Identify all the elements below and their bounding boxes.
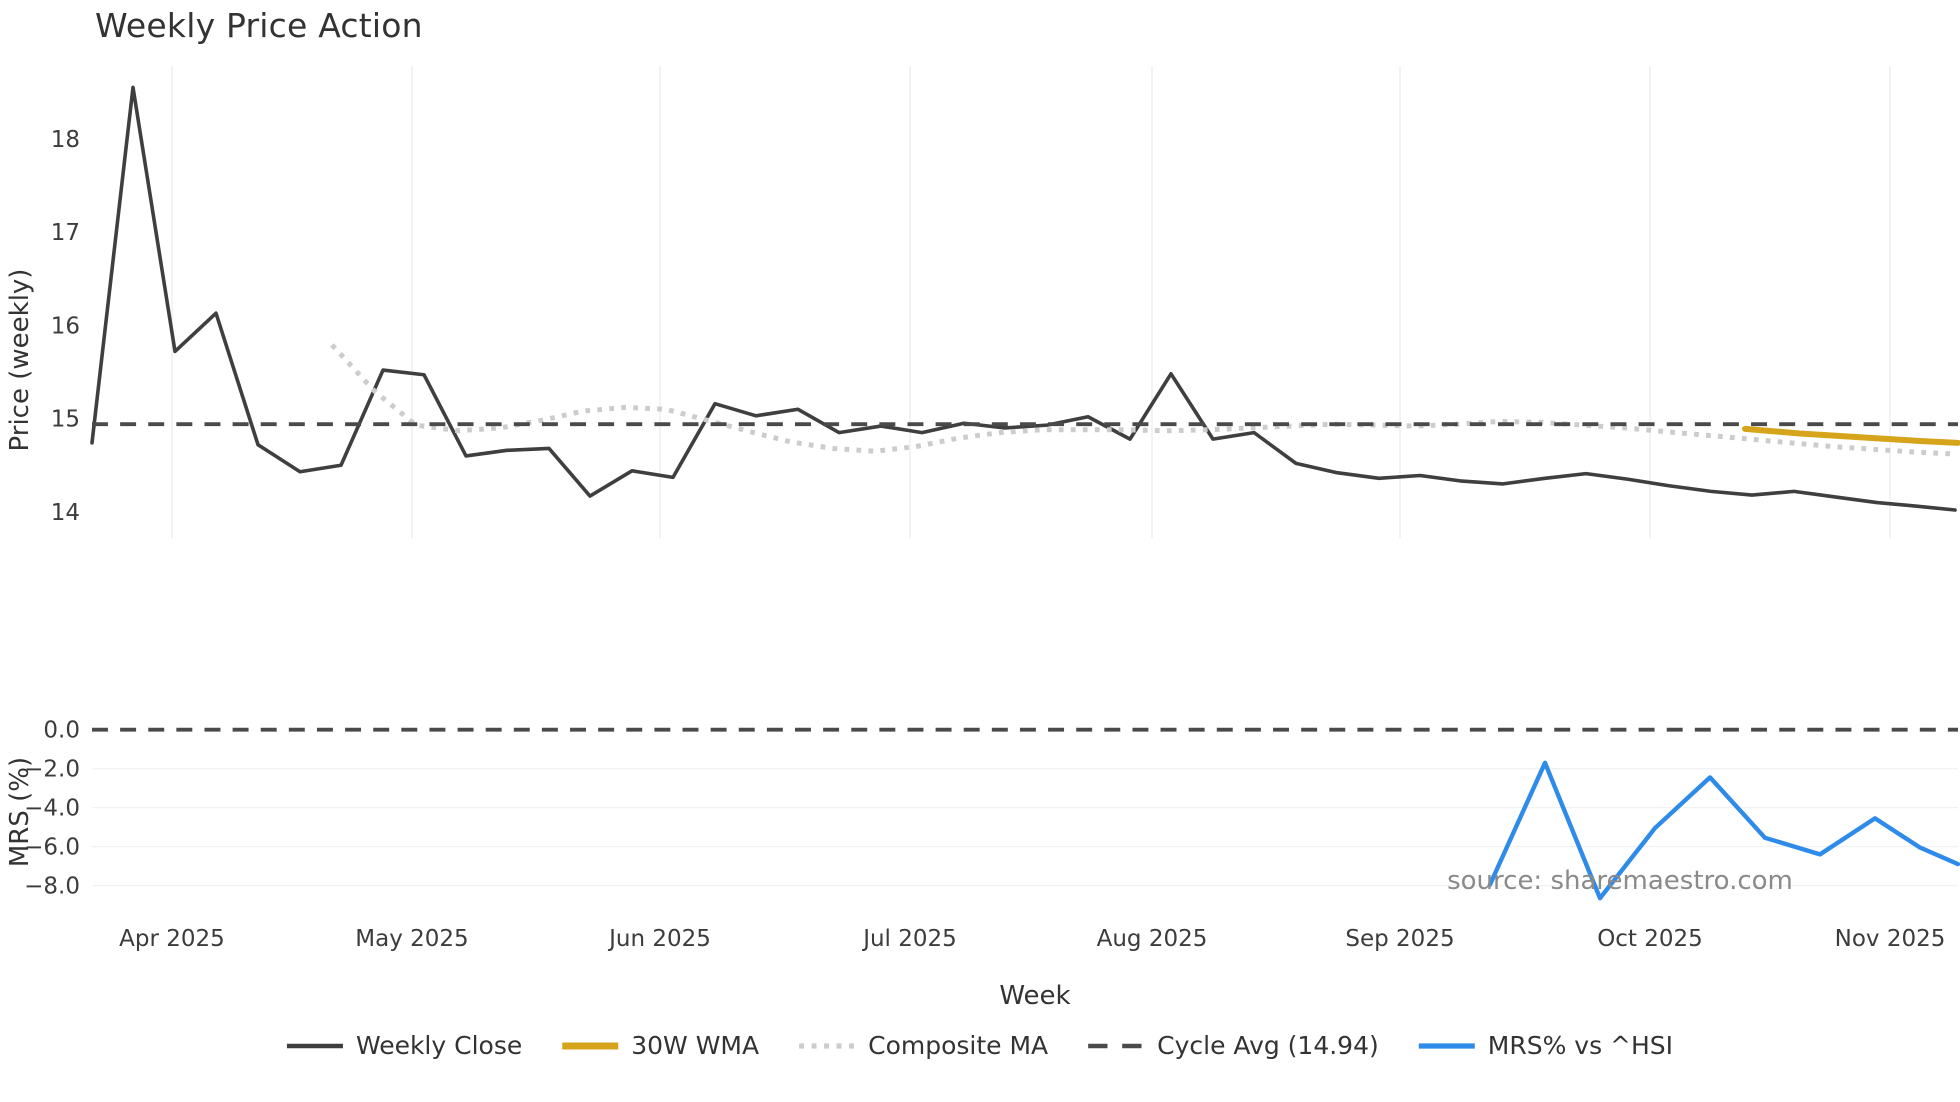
y-tick-label-bottom: −4.0 [24,796,80,822]
axis-tick-labels: 18 17 16 15 14 0.0 −2.0 −4.0 −6.0 −8.0 Apr 2025 May… [24,127,1945,952]
top-panel-gridlines [171,66,1891,538]
x-tick-label: Sep 2025 [1345,926,1454,952]
legend-label[interactable]: Composite MA [868,1031,1048,1060]
y-axis-title-top: Price (weekly) [5,269,35,452]
y-tick-label-top: 17 [51,220,80,246]
x-tick-label: Nov 2025 [1835,926,1946,952]
series-line-0 [90,85,1957,512]
y-tick-label-bottom: 0.0 [43,718,80,744]
series-line-1 [1742,425,1960,446]
x-tick-label: Jun 2025 [607,926,711,952]
legend-label[interactable]: Weekly Close [356,1031,522,1060]
x-tick-label: Jul 2025 [861,926,957,952]
axis-titles: Price (weekly) MRS (%) Week [5,269,1071,1011]
top-panel-series [90,85,1960,512]
chart-legend: Weekly Close 30W WMA Composite MA Cycle Avg… [286,1031,1673,1060]
x-tick-label: Oct 2025 [1597,926,1703,952]
y-axis-title-bottom: MRS (%) [5,757,35,867]
y-tick-label-top: 15 [51,407,80,433]
y-tick-label-top: 18 [51,127,80,153]
bottom-panel-gridlines [92,767,1958,887]
watermark-text: source: sharemaestro.com [1447,866,1793,896]
chart-title: Weekly Price Action [95,6,423,45]
y-tick-label-top: 14 [51,500,80,526]
x-tick-label: May 2025 [355,926,468,952]
legend-label[interactable]: Cycle Avg (14.94) [1157,1031,1379,1060]
x-tick-label: Apr 2025 [119,926,225,952]
legend-label[interactable]: MRS% vs ^HSI [1488,1031,1673,1060]
y-tick-label-top: 16 [51,313,80,339]
legend-label[interactable]: 30W WMA [631,1031,759,1060]
series-line-4 [1487,760,1960,901]
y-tick-label-bottom: −8.0 [24,874,80,900]
x-axis-title: Week [999,981,1070,1011]
source-watermark: source: sharemaestro.com [1447,866,1793,896]
bottom-panel-series [92,727,1960,901]
series-line-2 [330,343,1956,457]
y-tick-label-bottom: −6.0 [24,835,80,861]
y-tick-label-bottom: −2.0 [24,757,80,783]
x-tick-label: Aug 2025 [1097,926,1208,952]
